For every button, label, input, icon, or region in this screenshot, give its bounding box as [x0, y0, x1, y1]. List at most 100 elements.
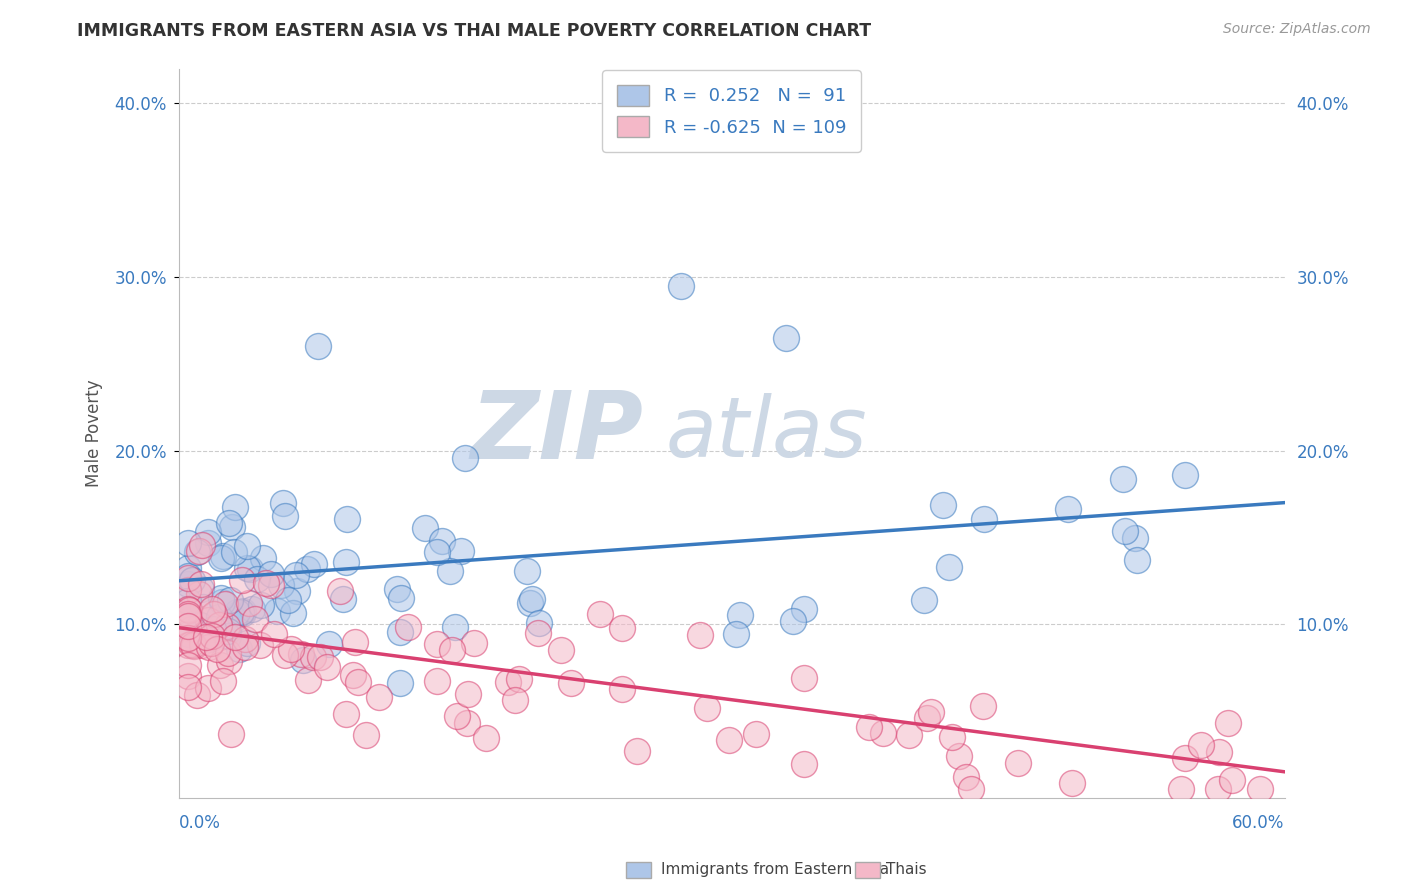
Point — [1208, 745, 1230, 759]
Point — [229, 605, 252, 619]
Point — [240, 601, 263, 615]
Point — [218, 516, 240, 531]
Point — [290, 648, 312, 662]
Point — [208, 618, 231, 632]
Point — [208, 610, 231, 624]
Point — [254, 576, 277, 591]
Point — [354, 727, 377, 741]
Point — [612, 622, 634, 636]
Point — [1007, 756, 1029, 771]
Point — [252, 550, 274, 565]
Point — [270, 578, 292, 592]
Point — [209, 591, 232, 606]
Point — [225, 605, 247, 619]
Text: Immigrants from Eastern Asia: Immigrants from Eastern Asia — [661, 863, 889, 877]
Point — [177, 576, 200, 591]
Point — [177, 680, 200, 694]
Text: 0.0%: 0.0% — [179, 814, 221, 832]
Point — [197, 536, 219, 550]
Point — [236, 636, 259, 650]
Point — [669, 278, 692, 293]
Point — [959, 782, 981, 797]
Point — [527, 625, 550, 640]
Point — [284, 568, 307, 582]
Text: Thais: Thais — [886, 863, 927, 877]
Point — [201, 629, 224, 643]
Point — [858, 720, 880, 734]
Point — [217, 624, 239, 638]
Y-axis label: Male Poverty: Male Poverty — [86, 379, 103, 487]
Point — [177, 601, 200, 615]
Point — [205, 642, 228, 657]
Point — [177, 594, 200, 608]
Point — [793, 671, 815, 685]
Point — [177, 609, 200, 624]
Point — [221, 726, 243, 740]
Point — [198, 640, 221, 654]
Point — [872, 726, 894, 740]
Text: Source: ZipAtlas.com: Source: ZipAtlas.com — [1223, 22, 1371, 37]
Point — [197, 681, 219, 696]
Point — [191, 599, 214, 614]
Point — [1189, 738, 1212, 752]
Point — [177, 561, 200, 575]
Point — [292, 653, 315, 667]
Point — [463, 636, 485, 650]
Point — [529, 616, 551, 631]
Point — [520, 591, 543, 606]
Point — [191, 638, 214, 652]
Point — [186, 544, 208, 558]
Point — [177, 658, 200, 673]
Point — [224, 631, 246, 645]
Legend: R =  0.252   N =  91, R = -0.625  N = 109: R = 0.252 N = 91, R = -0.625 N = 109 — [602, 70, 860, 152]
Point — [309, 649, 332, 664]
Point — [1060, 776, 1083, 790]
Point — [782, 614, 804, 628]
Point — [610, 682, 633, 697]
Point — [249, 638, 271, 652]
Point — [190, 577, 212, 591]
Point — [1206, 782, 1229, 797]
Point — [302, 557, 325, 571]
Point — [398, 620, 420, 634]
Point — [177, 569, 200, 583]
Point — [450, 544, 472, 558]
Point — [972, 699, 994, 714]
Point — [188, 544, 211, 558]
Point — [273, 508, 295, 523]
Point — [426, 637, 449, 651]
Point — [177, 602, 200, 616]
Point — [177, 669, 200, 683]
Point — [194, 631, 217, 645]
Point — [444, 620, 467, 634]
Point — [689, 628, 711, 642]
Point — [342, 668, 364, 682]
Point — [197, 525, 219, 540]
Point — [717, 732, 740, 747]
Point — [516, 565, 538, 579]
Point — [212, 674, 235, 689]
Point — [186, 688, 208, 702]
Point — [245, 612, 267, 626]
Point — [190, 582, 212, 596]
Point — [332, 592, 354, 607]
Point — [912, 592, 935, 607]
Point — [1126, 552, 1149, 566]
Point — [446, 709, 468, 723]
Point — [217, 619, 239, 633]
Point — [177, 536, 200, 550]
Point — [197, 613, 219, 627]
Point — [440, 643, 463, 657]
Point — [295, 561, 318, 575]
Point — [389, 591, 412, 606]
Point — [200, 636, 222, 650]
Point — [973, 512, 995, 526]
Point — [238, 596, 260, 610]
Point — [180, 573, 202, 587]
Point — [177, 607, 200, 622]
Point — [1123, 532, 1146, 546]
Point — [301, 649, 323, 664]
Point — [1174, 468, 1197, 483]
Point — [931, 498, 953, 512]
Point — [211, 595, 233, 609]
